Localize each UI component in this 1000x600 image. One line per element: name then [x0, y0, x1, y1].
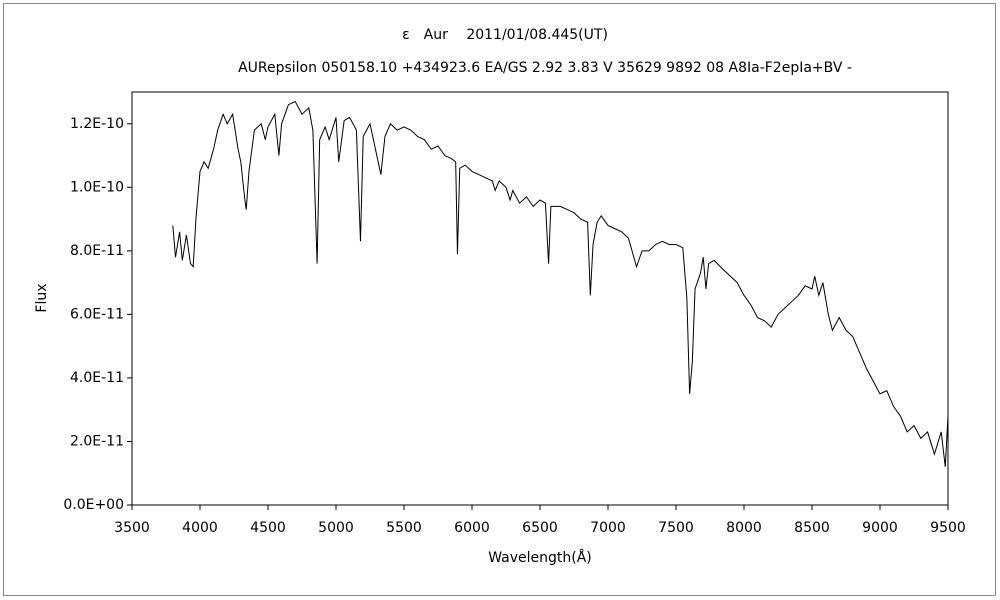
y-axis-label: Flux [34, 283, 50, 312]
y-tick-label: 1.2E-10 [70, 116, 124, 132]
y-tick-label: 1.0E-10 [70, 179, 124, 195]
x-tick-label: 5000 [318, 520, 354, 536]
x-axis-label: Wavelength(Å) [488, 549, 592, 566]
y-tick-label: 8.0E-11 [70, 243, 124, 259]
x-tick-label: 4500 [250, 520, 286, 536]
y-tick-label: 6.0E-11 [70, 306, 124, 322]
x-tick-label: 7500 [658, 520, 694, 536]
spectrum-line [172, 100, 949, 467]
x-tick-label: 3500 [114, 520, 150, 536]
y-tick-label: 2.0E-11 [70, 433, 124, 449]
x-tick-label: 6000 [454, 520, 490, 536]
x-tick-label: 5500 [386, 520, 422, 536]
chart-subtitle: AURepsilon 050158.10 +434923.6 EA/GS 2.9… [238, 60, 852, 76]
x-tick-label: 6500 [522, 520, 558, 536]
x-tick-label: 8000 [726, 520, 762, 536]
chart-title: ε Aur 2011/01/08.445(UT) [402, 27, 608, 43]
x-tick-label: 8500 [794, 520, 830, 536]
x-tick-label: 9000 [862, 520, 898, 536]
x-tick-label: 4000 [182, 520, 218, 536]
plot-area [131, 91, 949, 506]
y-tick-label: 4.0E-11 [70, 370, 124, 386]
x-tick-label: 9500 [930, 520, 966, 536]
x-tick-label: 7000 [590, 520, 626, 536]
y-tick-label: 0.0E+00 [63, 497, 124, 513]
